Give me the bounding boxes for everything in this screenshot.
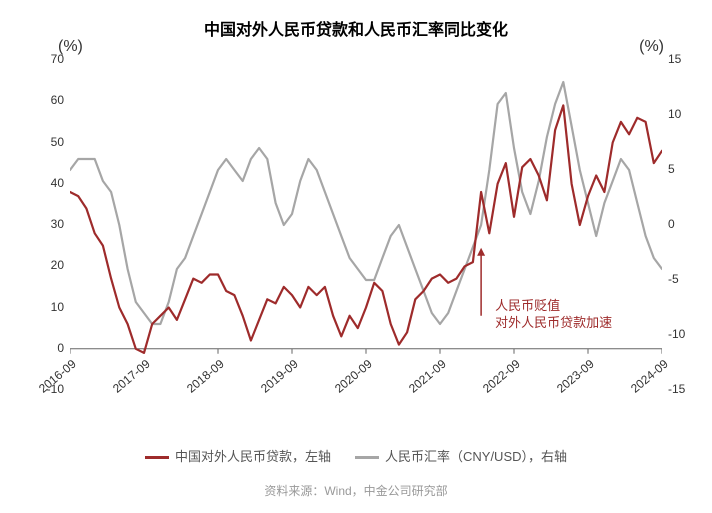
y-left-tick-label: 60 <box>34 93 64 107</box>
legend-swatch <box>355 456 379 459</box>
legend-swatch <box>145 456 169 459</box>
y-right-tick-label: 15 <box>668 52 698 66</box>
y-right-tick-label: 0 <box>668 217 698 231</box>
y-right-tick-label: -10 <box>668 327 698 341</box>
y-right-tick-label: -5 <box>668 272 698 286</box>
annotation-line1: 人民币贬值 <box>495 298 560 313</box>
plot-area <box>70 60 662 390</box>
legend-label: 人民币汇率（CNY/USD），右轴 <box>385 449 567 464</box>
legend-item: 人民币汇率（CNY/USD），右轴 <box>355 446 567 465</box>
y-right-tick-label: 10 <box>668 107 698 121</box>
y-left-tick-label: 20 <box>34 258 64 272</box>
y-left-tick-label: 0 <box>34 341 64 355</box>
annotation-line2: 对外人民币贷款加速 <box>495 315 612 330</box>
chart-container: 中国对外人民币贷款和人民币汇率同比变化 (%) (%) -10010203040… <box>0 0 712 513</box>
y-axis-right-unit: (%) <box>639 38 664 56</box>
plot-svg <box>70 60 662 390</box>
y-right-tick-label: -15 <box>668 382 698 396</box>
y-left-tick-label: 50 <box>34 135 64 149</box>
y-left-tick-label: 30 <box>34 217 64 231</box>
y-left-tick-label: 40 <box>34 176 64 190</box>
y-left-tick-label: 70 <box>34 52 64 66</box>
legend-label: 中国对外人民币贷款，左轴 <box>175 449 331 464</box>
y-right-tick-label: 5 <box>668 162 698 176</box>
chart-title: 中国对外人民币贷款和人民币汇率同比变化 <box>0 16 712 40</box>
legend: 中国对外人民币贷款，左轴 人民币汇率（CNY/USD），右轴 <box>0 446 712 465</box>
annotation-text: 人民币贬值 对外人民币贷款加速 <box>495 298 612 332</box>
y-left-tick-label: 10 <box>34 300 64 314</box>
legend-item: 中国对外人民币贷款，左轴 <box>145 446 331 465</box>
source-text: 资料来源：Wind，中金公司研究部 <box>0 482 712 499</box>
